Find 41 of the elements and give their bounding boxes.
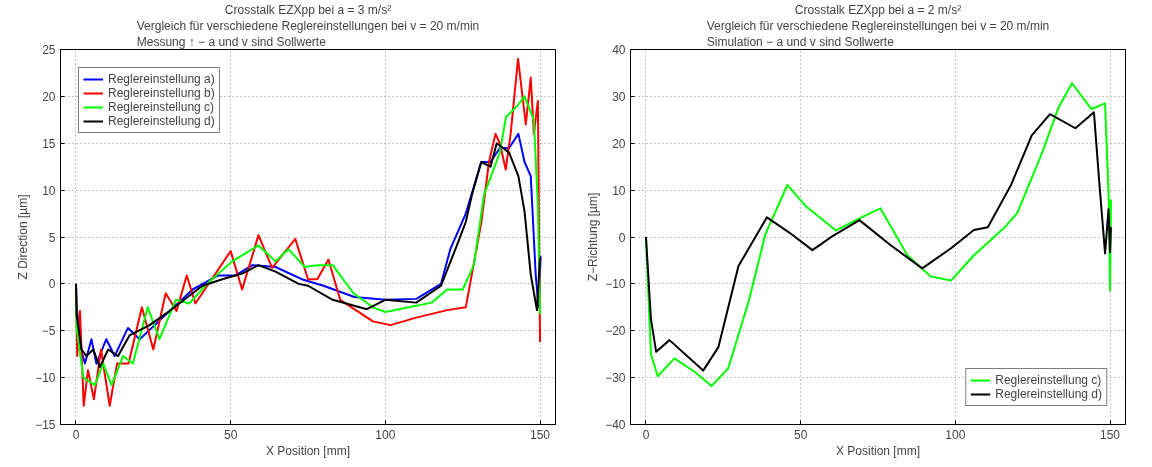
y-tick-label: 15	[42, 136, 56, 151]
x-tick-label: 50	[793, 427, 808, 442]
x-tick-label: 100	[945, 427, 966, 442]
x-tick-label: 50	[223, 427, 238, 442]
y-tick-label: 30	[612, 89, 626, 104]
chart-title: Crosstalk EZXpp bei a = 2 m/s²	[794, 2, 962, 17]
legend-label: Reglereinstellung d)	[995, 387, 1102, 401]
legend-label: Reglereinstellung c)	[995, 373, 1102, 387]
y-tick-label: −10	[35, 371, 56, 386]
chart-title: Crosstalk EZXpp bei a = 3 m/s²	[224, 2, 392, 17]
y-tick-label: 10	[42, 183, 56, 198]
y-tick-label: 0	[48, 277, 56, 292]
legend-label: Reglereinstellung c)	[108, 100, 215, 114]
x-tick-label: 100	[375, 427, 396, 442]
y-tick-label: −40	[605, 418, 626, 432]
x-axis-title: X Position [mm]	[835, 443, 921, 458]
y-axis-title: Z−Richtung [µm]	[586, 192, 601, 282]
chart-subtitle: Vergleich für verschiedene Reglereinstellungen bei v = 20 m/min Simulation − a und v sind Sollwerte	[706, 18, 1050, 50]
x-tick-label: 150	[530, 427, 551, 442]
x-tick-label: 150	[1100, 427, 1121, 442]
y-tick-label: 20	[612, 136, 626, 151]
x-axis-title: X Position [mm]	[265, 443, 351, 458]
y-tick-label: 25	[42, 43, 56, 57]
y-tick-label: −30	[605, 371, 626, 386]
y-tick-label: −10	[605, 277, 626, 292]
line-series	[74, 57, 542, 407]
y-tick-label: 40	[612, 43, 626, 57]
y-tick-label: −15	[35, 418, 56, 432]
x-tick-label: 0	[72, 427, 80, 442]
y-tick-label: 10	[612, 183, 626, 198]
x-tick-label: 0	[642, 427, 650, 442]
legend-label: Reglereinstellung d)	[108, 114, 215, 128]
legend-label: Reglereinstellung b)	[108, 86, 215, 100]
y-tick-label: 5	[48, 230, 56, 245]
y-tick-label: −20	[605, 324, 626, 339]
legend-label: Reglereinstellung a)	[108, 72, 215, 86]
y-tick-label: −5	[41, 324, 56, 339]
y-tick-label: 20	[42, 89, 56, 104]
y-tick-label: 0	[618, 230, 626, 245]
y-axis-title: Z Direction [µm]	[16, 194, 31, 280]
chart-subtitle: Vergleich für verschiedene Reglereinstellungen bei v = 20 m/min Messung ↑ − a und v sind Sollwerte	[136, 18, 480, 50]
